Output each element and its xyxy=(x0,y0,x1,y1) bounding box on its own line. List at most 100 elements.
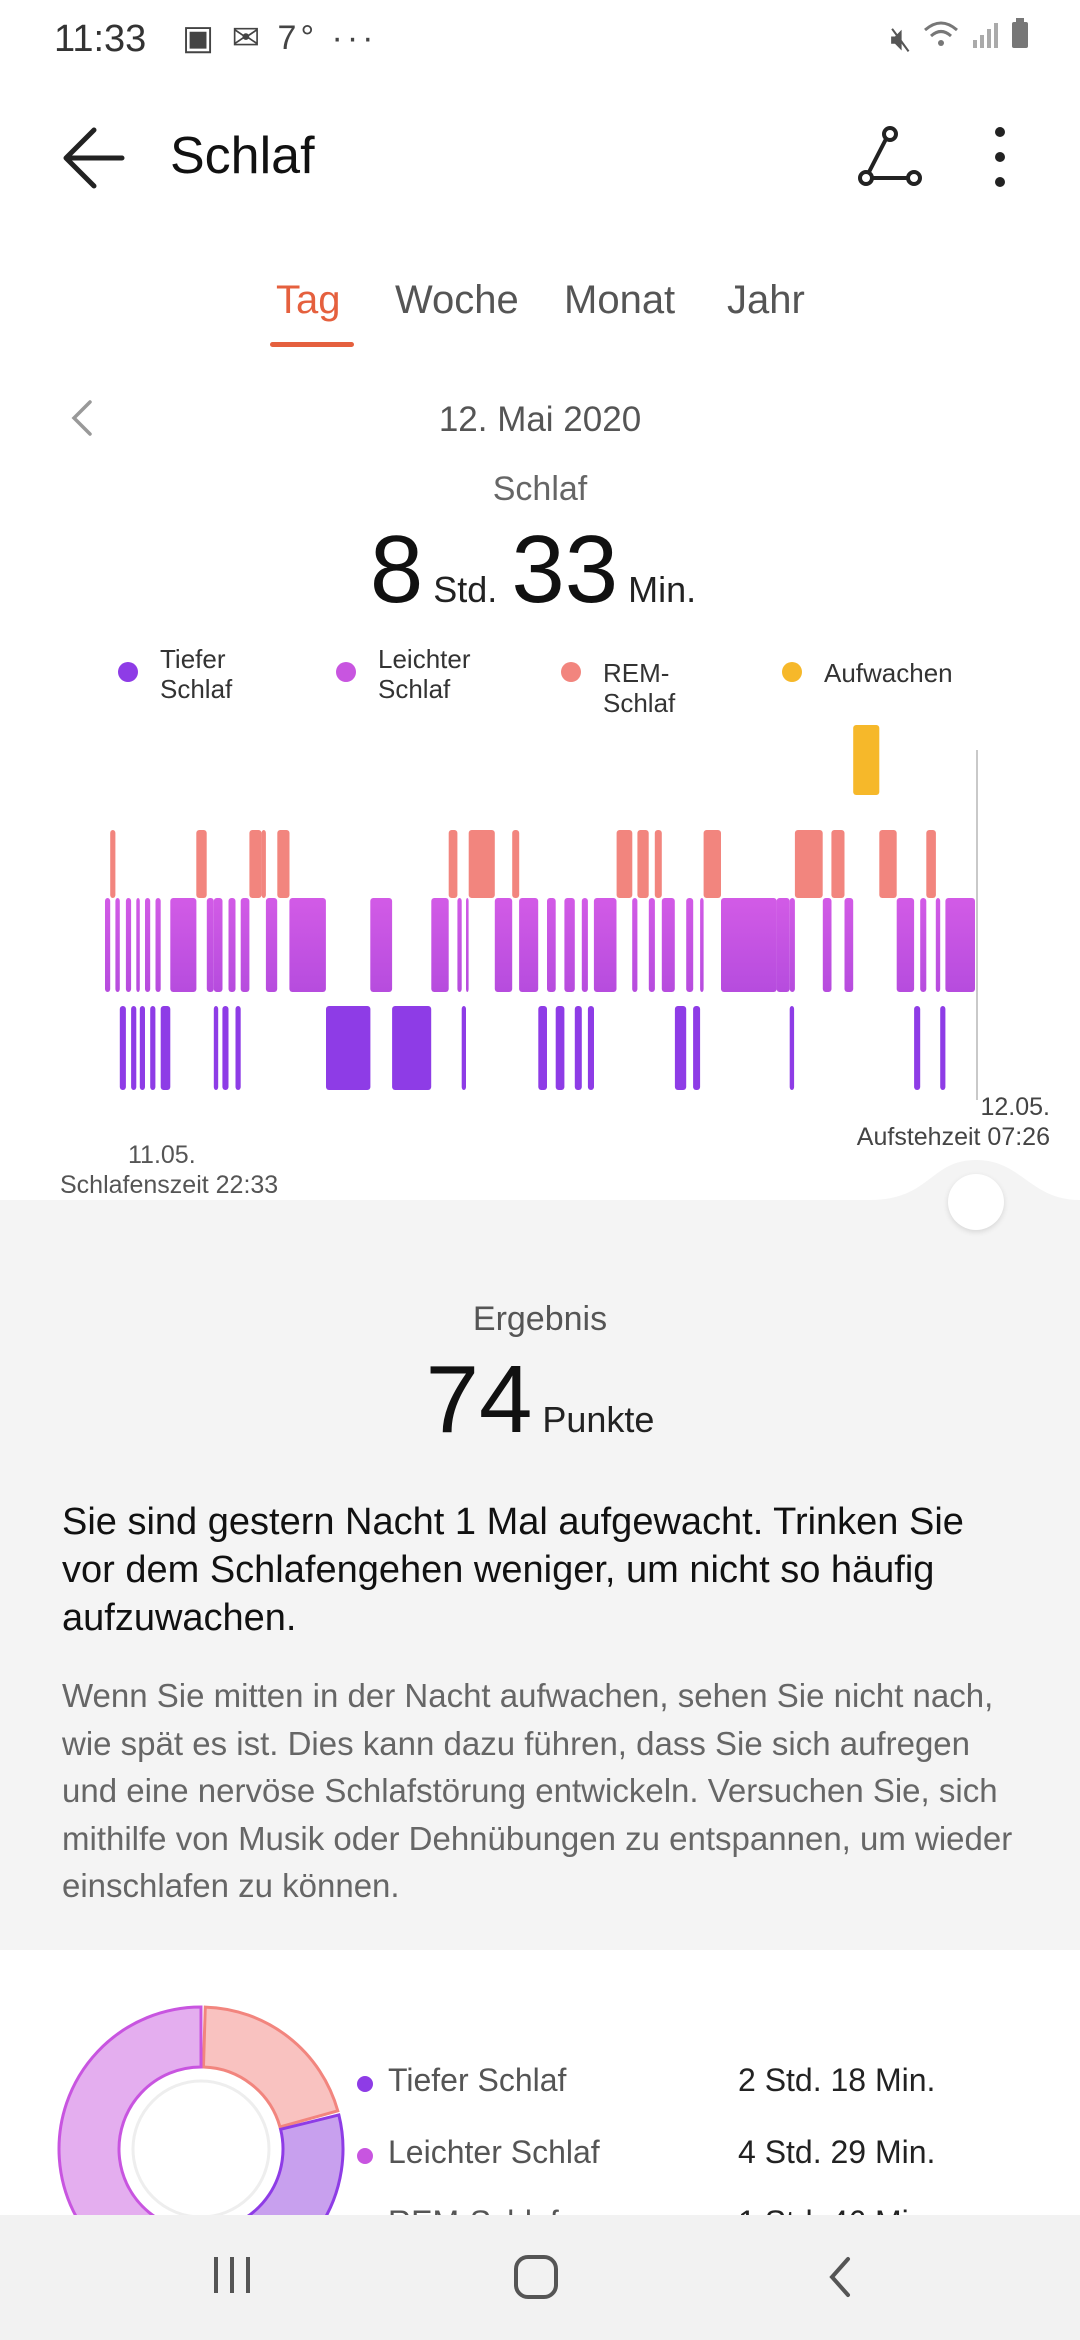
light-sleep-segment xyxy=(648,898,655,992)
rem-segment xyxy=(261,830,266,898)
legend-dot xyxy=(336,662,356,682)
breakdown-value: 4 Std. 29 Min. xyxy=(738,2134,936,2170)
duration-hours: 8 xyxy=(369,516,424,623)
deep-sleep-segment xyxy=(940,1006,946,1090)
light-sleep-segment xyxy=(822,898,832,992)
recent-apps-icon[interactable] xyxy=(210,2253,254,2297)
light-sleep-segment xyxy=(494,898,513,992)
mail-icon: ✉ xyxy=(231,19,265,57)
rem-segment xyxy=(654,830,662,898)
legend-dot xyxy=(782,662,802,682)
light-sleep-segment xyxy=(228,898,236,992)
tab-jahr[interactable]: Jahr xyxy=(727,278,805,322)
light-sleep-segment xyxy=(125,898,132,992)
tab-tag[interactable]: Tag xyxy=(276,278,341,322)
breakdown-dot xyxy=(357,2148,373,2164)
rem-segment xyxy=(831,830,845,898)
tab-woche[interactable]: Woche xyxy=(395,278,519,322)
awake-segment xyxy=(853,725,880,795)
light-sleep-segment xyxy=(581,898,588,992)
status-notification-icons: ▣ ✉ 7° ··· xyxy=(182,18,377,58)
breakdown-value: 2 Std. 18 Min. xyxy=(738,2062,936,2098)
share-icon[interactable] xyxy=(858,126,924,188)
light-sleep-segment xyxy=(564,898,575,992)
deep-sleep-segment xyxy=(538,1006,547,1090)
selected-date: 12. Mai 2020 xyxy=(438,400,642,439)
duration-minutes: 33 xyxy=(511,516,619,623)
light-sleep-segment xyxy=(661,898,675,992)
light-sleep-segment xyxy=(632,898,638,992)
rem-segment xyxy=(196,830,207,898)
chevron-left-icon[interactable] xyxy=(66,398,100,438)
rem-segment xyxy=(110,830,116,898)
timeline-handle[interactable] xyxy=(948,1174,1004,1230)
light-sleep-segment xyxy=(105,898,111,992)
home-icon[interactable] xyxy=(512,2253,560,2301)
rem-segment xyxy=(277,830,290,898)
tab-monat[interactable]: Monat xyxy=(564,278,676,322)
breakdown-dot xyxy=(357,2076,373,2092)
system-nav-bar xyxy=(0,2215,1080,2340)
light-sleep-segment xyxy=(115,898,120,992)
legend-dot xyxy=(561,662,581,682)
rem-segment xyxy=(637,830,649,898)
deep-sleep-segment xyxy=(235,1006,241,1090)
mute-icon: 🔇︎ xyxy=(890,20,912,58)
light-sleep-segment xyxy=(700,898,704,992)
duration-hours-unit: Std. xyxy=(433,569,498,610)
deep-sleep-segment xyxy=(461,1006,466,1090)
legend-label: Leichter xyxy=(378,644,471,674)
page-title: Schlaf xyxy=(170,127,315,185)
deep-sleep-segment xyxy=(555,1006,565,1090)
light-sleep-segment xyxy=(155,898,161,992)
deep-sleep-segment xyxy=(160,1006,171,1090)
arrow-left-icon[interactable] xyxy=(60,124,136,192)
wifi-icon xyxy=(924,21,959,46)
light-sleep-segment xyxy=(935,898,941,992)
legend-label: Tiefer xyxy=(160,644,226,674)
rem-segment xyxy=(926,830,936,898)
light-sleep-segment xyxy=(466,898,469,992)
light-sleep-segment xyxy=(519,898,539,992)
deep-sleep-segment xyxy=(674,1006,687,1090)
light-sleep-segment xyxy=(593,898,617,992)
deep-sleep-segment xyxy=(574,1006,582,1090)
advice-headline: Sie sind gestern Nacht 1 Mal aufgewacht.… xyxy=(62,1501,964,1639)
score-value: 74 xyxy=(425,1346,533,1453)
back-nav-icon[interactable] xyxy=(822,2253,858,2301)
duration-minutes-unit: Min. xyxy=(628,569,697,610)
deep-sleep-segment xyxy=(587,1006,594,1090)
breakdown-label: Leichter Schlaf xyxy=(388,2134,600,2170)
more-dots-icon: ··· xyxy=(331,19,378,57)
sleep-stage-chart[interactable] xyxy=(60,720,990,1100)
light-sleep-segment xyxy=(457,898,462,992)
light-sleep-segment xyxy=(136,898,140,992)
rem-segment xyxy=(703,830,721,898)
wake-time: Aufstehzeit 07:26 xyxy=(856,1123,1050,1151)
status-bar: 11:33 ▣ ✉ 7° ··· 🔇︎ xyxy=(0,0,1080,84)
light-sleep-segment xyxy=(265,898,278,992)
section-curve xyxy=(0,1160,1080,1230)
deep-sleep-segment xyxy=(693,1006,701,1090)
light-sleep-segment xyxy=(547,898,556,992)
deep-sleep-segment xyxy=(326,1006,371,1090)
light-sleep-segment xyxy=(844,898,854,992)
light-sleep-segment xyxy=(370,898,393,992)
status-temperature: 7° xyxy=(277,19,319,57)
bedtime-time: Schlafenszeit 22:33 xyxy=(60,1171,279,1199)
more-vertical-icon[interactable] xyxy=(990,124,1010,190)
light-sleep-segment xyxy=(170,898,197,992)
score-label: Ergebnis xyxy=(472,1300,608,1338)
deep-sleep-segment xyxy=(213,1006,219,1090)
donut-center xyxy=(131,2079,271,2219)
light-sleep-segment xyxy=(920,898,927,992)
signal-icon xyxy=(972,23,998,48)
status-time: 11:33 xyxy=(54,18,147,60)
light-sleep-segment xyxy=(431,898,449,992)
battery-icon xyxy=(1012,18,1028,48)
deep-sleep-segment xyxy=(119,1006,126,1090)
light-sleep-segment xyxy=(145,898,151,992)
light-sleep-segment xyxy=(686,898,694,992)
deep-sleep-segment xyxy=(150,1006,156,1090)
advice-text: Wenn Sie mitten in der Nacht aufwachen, … xyxy=(62,1677,1013,1904)
